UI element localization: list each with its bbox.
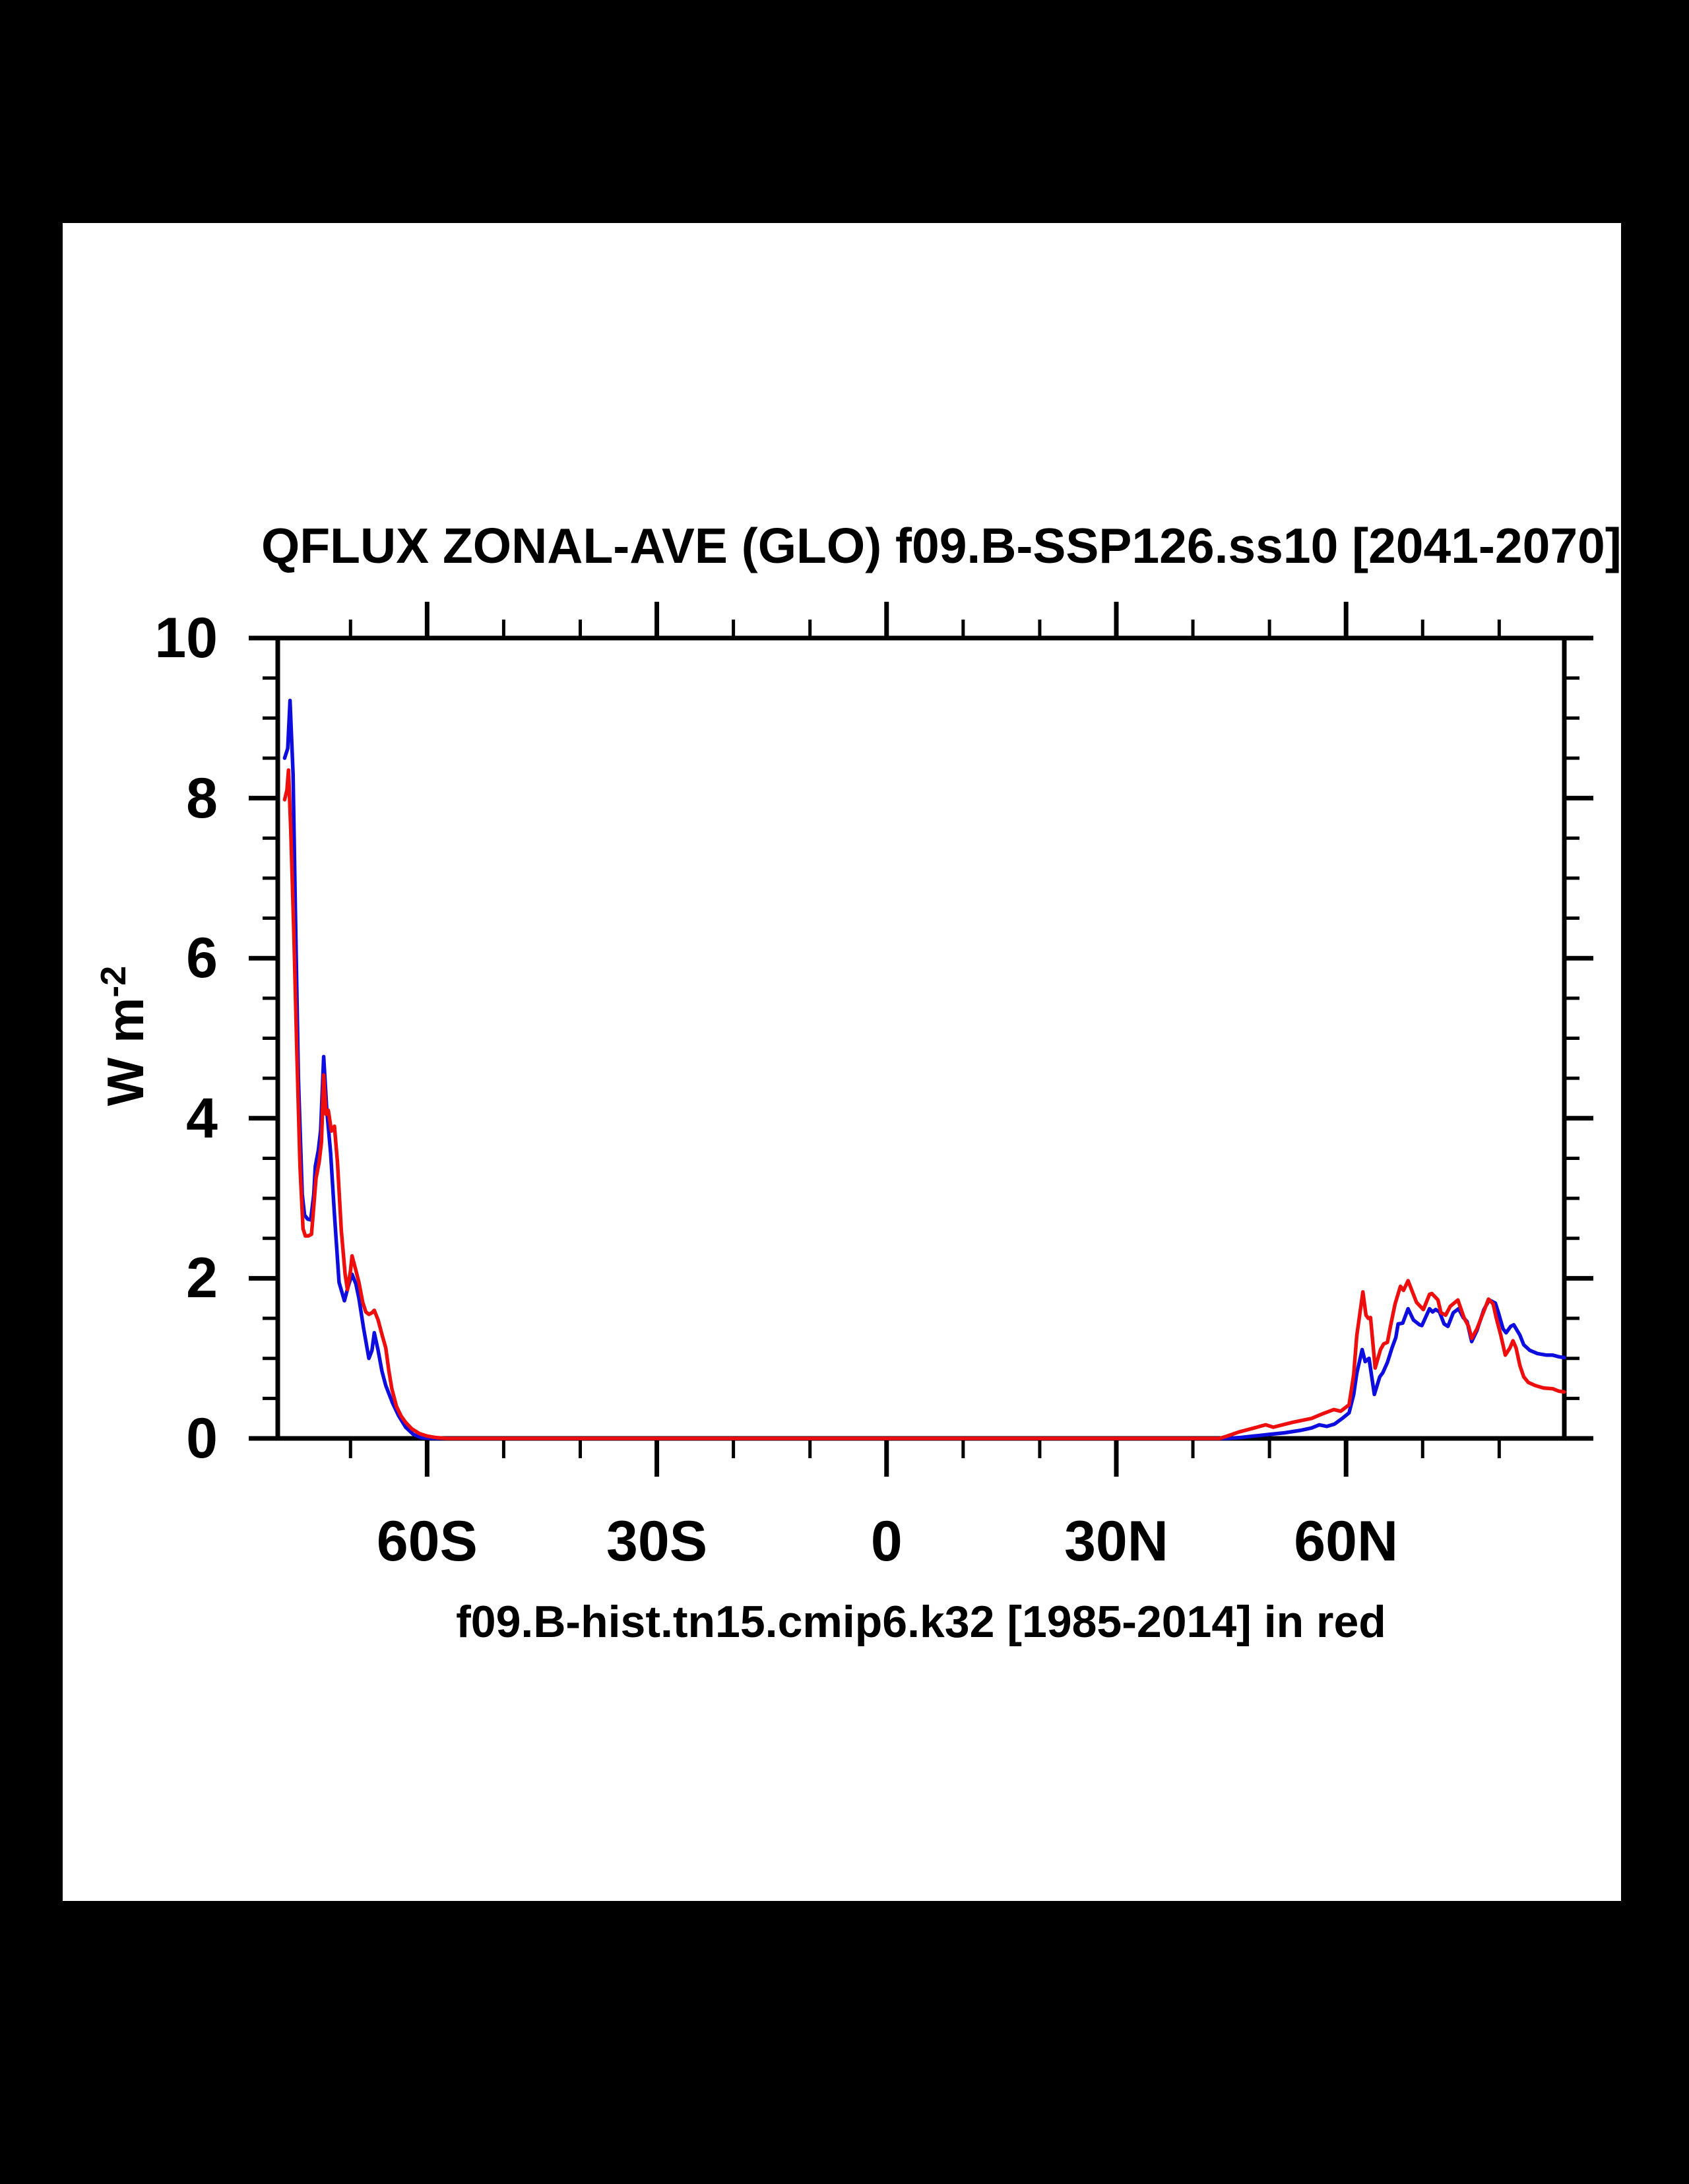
chart-footer-label: f09.B-hist.tn15.cmip6.k32 [1985-2014] in…: [456, 1597, 1386, 1647]
x-tick-label: 30N: [1064, 1510, 1168, 1573]
x-tick-label: 60N: [1294, 1510, 1399, 1573]
y-tick-label: 4: [186, 1086, 218, 1150]
chart-title: QFLUX ZONAL-AVE (GLO) f09.B-SSP126.ss10 …: [261, 518, 1622, 573]
x-tick-label: 30S: [606, 1510, 708, 1573]
y-tick-label: 2: [186, 1246, 218, 1310]
x-tick-label: 0: [870, 1510, 903, 1573]
y-tick-label: 0: [186, 1407, 218, 1470]
y-tick-label: 10: [154, 606, 218, 670]
y-tick-label: 6: [186, 926, 218, 990]
x-tick-label: 60S: [376, 1510, 478, 1573]
y-tick-label: 8: [186, 766, 218, 830]
